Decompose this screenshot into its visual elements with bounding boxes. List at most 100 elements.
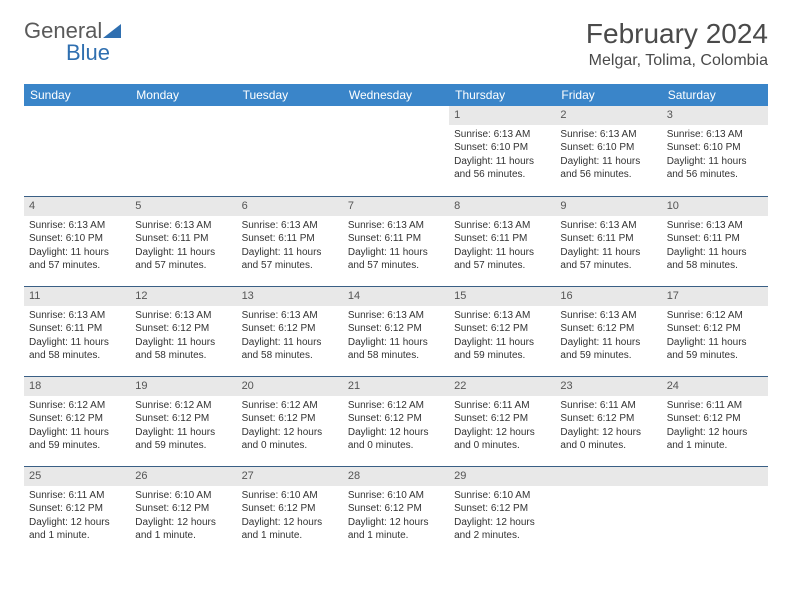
- day-number: 21: [343, 376, 449, 396]
- daylight-line1: Daylight: 11 hours: [135, 246, 231, 260]
- calendar-week-row: 18Sunrise: 6:12 AMSunset: 6:12 PMDayligh…: [24, 376, 768, 466]
- daylight-line1: Daylight: 11 hours: [667, 336, 763, 350]
- sunrise-text: Sunrise: 6:13 AM: [667, 128, 763, 142]
- calendar-day-cell: 4Sunrise: 6:13 AMSunset: 6:10 PMDaylight…: [24, 196, 130, 286]
- day-number: 22: [449, 376, 555, 396]
- day-number: 16: [555, 286, 661, 306]
- month-title: February 2024: [586, 18, 768, 50]
- weekday-header: Sunday: [24, 84, 130, 106]
- day-number: 13: [237, 286, 343, 306]
- day-details: Sunrise: 6:13 AMSunset: 6:10 PMDaylight:…: [449, 125, 555, 187]
- calendar-day-cell: 25Sunrise: 6:11 AMSunset: 6:12 PMDayligh…: [24, 466, 130, 556]
- sunset-text: Sunset: 6:11 PM: [348, 232, 444, 246]
- calendar-day-cell: 12Sunrise: 6:13 AMSunset: 6:12 PMDayligh…: [130, 286, 236, 376]
- weekday-header: Friday: [555, 84, 661, 106]
- daylight-line2: and 1 minute.: [667, 439, 763, 453]
- sunrise-text: Sunrise: 6:13 AM: [242, 309, 338, 323]
- sunrise-text: Sunrise: 6:13 AM: [348, 309, 444, 323]
- sunset-text: Sunset: 6:12 PM: [560, 412, 656, 426]
- calendar-day-cell: 28Sunrise: 6:10 AMSunset: 6:12 PMDayligh…: [343, 466, 449, 556]
- daylight-line2: and 58 minutes.: [29, 349, 125, 363]
- daylight-line2: and 0 minutes.: [242, 439, 338, 453]
- daylight-line2: and 57 minutes.: [242, 259, 338, 273]
- calendar-day-cell: 21Sunrise: 6:12 AMSunset: 6:12 PMDayligh…: [343, 376, 449, 466]
- calendar-day-cell: [24, 106, 130, 196]
- calendar-day-cell: 18Sunrise: 6:12 AMSunset: 6:12 PMDayligh…: [24, 376, 130, 466]
- day-details: Sunrise: 6:13 AMSunset: 6:12 PMDaylight:…: [449, 306, 555, 368]
- daylight-line1: Daylight: 11 hours: [242, 246, 338, 260]
- calendar-day-cell: 27Sunrise: 6:10 AMSunset: 6:12 PMDayligh…: [237, 466, 343, 556]
- daylight-line1: Daylight: 11 hours: [29, 246, 125, 260]
- daylight-line1: Daylight: 11 hours: [135, 336, 231, 350]
- sunset-text: Sunset: 6:12 PM: [242, 412, 338, 426]
- calendar-day-cell: 20 Sunrise: 6:12 AMSunset: 6:12 PMDayligh…: [237, 376, 343, 466]
- calendar-day-cell: [237, 106, 343, 196]
- sunset-text: Sunset: 6:12 PM: [454, 412, 550, 426]
- day-details: Sunrise: 6:13 AMSunset: 6:12 PMDaylight:…: [555, 306, 661, 368]
- calendar-day-cell: [130, 106, 236, 196]
- day-number: 14: [343, 286, 449, 306]
- daylight-line1: Daylight: 11 hours: [242, 336, 338, 350]
- day-number: 23: [555, 376, 661, 396]
- daylight-line2: and 56 minutes.: [667, 168, 763, 182]
- day-details: Sunrise: 6:11 AMSunset: 6:12 PMDaylight:…: [449, 396, 555, 458]
- day-details: Sunrise: 6:13 AMSunset: 6:11 PMDaylight:…: [662, 216, 768, 278]
- sunset-text: Sunset: 6:12 PM: [667, 412, 763, 426]
- calendar-day-cell: 2Sunrise: 6:13 AMSunset: 6:10 PMDaylight…: [555, 106, 661, 196]
- day-details: Sunrise: 6:12 AMSunset: 6:12 PMDaylight:…: [343, 396, 449, 458]
- daylight-line2: and 0 minutes.: [454, 439, 550, 453]
- day-details: Sunrise: 6:13 AMSunset: 6:11 PMDaylight:…: [237, 216, 343, 278]
- sunrise-text: Sunrise: 6:13 AM: [454, 309, 550, 323]
- day-number: 5: [130, 196, 236, 216]
- calendar-day-cell: 29Sunrise: 6:10 AMSunset: 6:12 PMDayligh…: [449, 466, 555, 556]
- day-number: 4: [24, 196, 130, 216]
- calendar-week-row: 1Sunrise: 6:13 AMSunset: 6:10 PMDaylight…: [24, 106, 768, 196]
- calendar-day-cell: 6Sunrise: 6:13 AMSunset: 6:11 PMDaylight…: [237, 196, 343, 286]
- daylight-line1: Daylight: 11 hours: [29, 426, 125, 440]
- daylight-line1: Daylight: 12 hours: [454, 426, 550, 440]
- daylight-line1: Daylight: 11 hours: [667, 246, 763, 260]
- daylight-line2: and 58 minutes.: [242, 349, 338, 363]
- daylight-line1: Daylight: 11 hours: [348, 336, 444, 350]
- daylight-line1: Daylight: 11 hours: [348, 246, 444, 260]
- daylight-line2: and 57 minutes.: [454, 259, 550, 273]
- day-number: 28: [343, 466, 449, 486]
- sunset-text: Sunset: 6:12 PM: [348, 322, 444, 336]
- daylight-line2: and 56 minutes.: [560, 168, 656, 182]
- calendar-day-cell: 11Sunrise: 6:13 AMSunset: 6:11 PMDayligh…: [24, 286, 130, 376]
- day-number: 20: [237, 376, 343, 396]
- calendar-day-cell: 19Sunrise: 6:12 AMSunset: 6:12 PMDayligh…: [130, 376, 236, 466]
- sunrise-text: Sunrise: 6:11 AM: [560, 399, 656, 413]
- calendar-day-cell: [555, 466, 661, 556]
- daylight-line1: Daylight: 12 hours: [242, 426, 338, 440]
- sunrise-text: Sunrise: 6:12 AM: [242, 399, 338, 413]
- day-number: 7: [343, 196, 449, 216]
- daylight-line2: and 57 minutes.: [29, 259, 125, 273]
- sunset-text: Sunset: 6:12 PM: [29, 502, 125, 516]
- sunset-text: Sunset: 6:12 PM: [135, 322, 231, 336]
- day-number: 19: [130, 376, 236, 396]
- daylight-line2: and 2 minutes.: [454, 529, 550, 543]
- day-details: Sunrise: 6:13 AMSunset: 6:11 PMDaylight:…: [130, 216, 236, 278]
- day-details: Sunrise: 6:10 AMSunset: 6:12 PMDaylight:…: [449, 486, 555, 548]
- sunrise-text: Sunrise: 6:13 AM: [242, 219, 338, 233]
- daylight-line2: and 57 minutes.: [135, 259, 231, 273]
- day-details: Sunrise: 6:13 AMSunset: 6:12 PMDaylight:…: [343, 306, 449, 368]
- sunrise-text: Sunrise: 6:12 AM: [135, 399, 231, 413]
- sunrise-text: Sunrise: 6:12 AM: [667, 309, 763, 323]
- daylight-line1: Daylight: 12 hours: [135, 516, 231, 530]
- calendar-day-cell: 1Sunrise: 6:13 AMSunset: 6:10 PMDaylight…: [449, 106, 555, 196]
- day-details: Sunrise: 6:11 AMSunset: 6:12 PMDaylight:…: [662, 396, 768, 458]
- sunset-text: Sunset: 6:10 PM: [560, 141, 656, 155]
- daylight-line2: and 1 minute.: [348, 529, 444, 543]
- sunset-text: Sunset: 6:11 PM: [29, 322, 125, 336]
- calendar-day-cell: 22Sunrise: 6:11 AMSunset: 6:12 PMDayligh…: [449, 376, 555, 466]
- calendar-day-cell: 15Sunrise: 6:13 AMSunset: 6:12 PMDayligh…: [449, 286, 555, 376]
- sunset-text: Sunset: 6:11 PM: [667, 232, 763, 246]
- daylight-line2: and 0 minutes.: [560, 439, 656, 453]
- sunrise-text: Sunrise: 6:13 AM: [667, 219, 763, 233]
- empty-day-strip: [662, 466, 768, 486]
- sunrise-text: Sunrise: 6:11 AM: [667, 399, 763, 413]
- day-details: Sunrise: 6:13 AMSunset: 6:12 PMDaylight:…: [130, 306, 236, 368]
- calendar-week-row: 11Sunrise: 6:13 AMSunset: 6:11 PMDayligh…: [24, 286, 768, 376]
